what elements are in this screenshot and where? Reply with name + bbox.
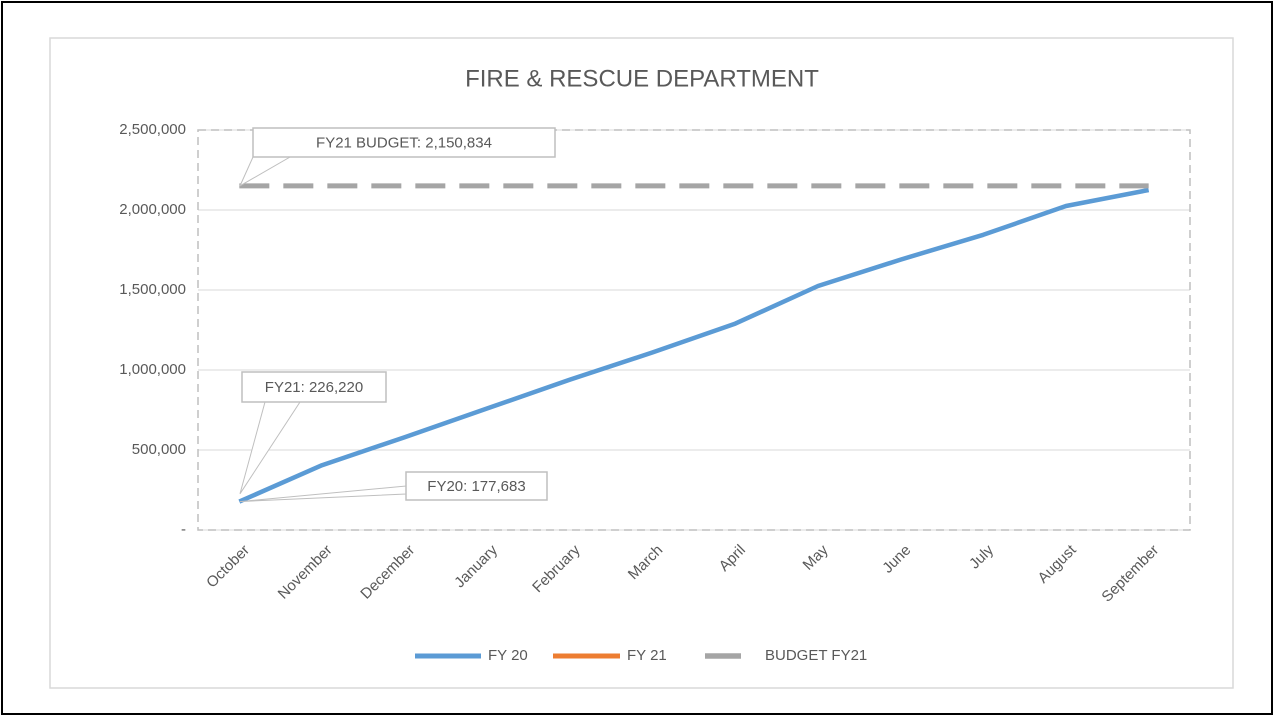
series-line bbox=[238, 187, 1150, 504]
y-tick-label: 1,500,000 bbox=[119, 281, 186, 298]
y-tick-label: - bbox=[181, 521, 186, 538]
callout-box bbox=[405, 471, 548, 501]
chart-title: FIRE & RESCUE DEPARTMENT bbox=[465, 65, 819, 92]
chart-panel bbox=[49, 37, 1234, 689]
legend-label: BUDGET FY21 bbox=[765, 647, 867, 664]
data-label: FY21 BUDGET: 2,150,834 bbox=[316, 134, 492, 151]
data-label: FY21: 226,220 bbox=[265, 379, 363, 396]
data-label: FY20: 177,683 bbox=[427, 478, 525, 495]
callout-box bbox=[241, 371, 387, 403]
y-tick-label: 2,500,000 bbox=[119, 121, 186, 138]
plot-border bbox=[197, 129, 1191, 531]
y-tick-label: 1,000,000 bbox=[119, 361, 186, 378]
y-tick-label: 500,000 bbox=[132, 441, 186, 458]
legend-label: FY 20 bbox=[488, 647, 528, 664]
y-tick-label: 2,000,000 bbox=[119, 201, 186, 218]
legend-label: FY 21 bbox=[627, 647, 667, 664]
callout-box bbox=[252, 127, 556, 158]
